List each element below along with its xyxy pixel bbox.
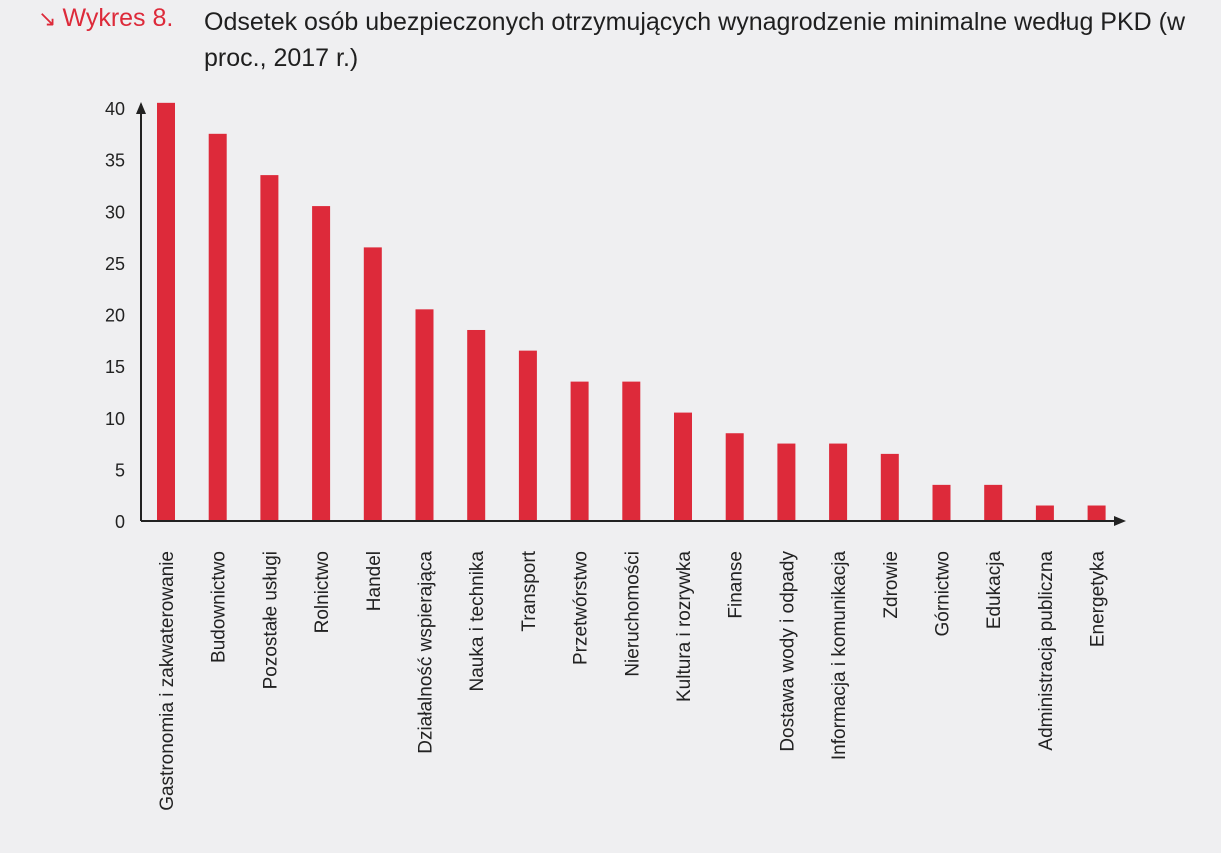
y-tick-label: 15 (105, 357, 125, 377)
bar (260, 175, 279, 522)
x-category-label: Nauka i technika (467, 551, 488, 692)
x-category-label: Handel (364, 551, 385, 611)
x-category-label: Administracja publiczna (1036, 551, 1057, 751)
x-category-label: Transport (519, 550, 540, 631)
bar (932, 484, 951, 521)
y-tick-label: 20 (105, 306, 125, 326)
y-tick-label: 10 (105, 409, 125, 429)
bar (208, 133, 227, 521)
x-category-label: Przetwórstwo (571, 551, 592, 665)
bar (674, 412, 692, 521)
chart-title: Odsetek osób ubezpieczonych otrzymującyc… (204, 8, 1186, 72)
bar (1087, 505, 1106, 521)
y-tick-label: 40 (105, 99, 125, 119)
x-category-label: Informacja i komunikacja (829, 551, 850, 761)
bar (157, 102, 175, 522)
y-tick-label: 0 (115, 512, 125, 532)
bar (312, 206, 331, 521)
bar (1035, 505, 1054, 521)
bar (829, 443, 848, 521)
x-category-label: Gastronomia i zakwaterowanie (157, 551, 178, 811)
bar (518, 350, 537, 521)
y-tick-label: 25 (105, 254, 125, 274)
bars (157, 102, 1106, 522)
bar (622, 381, 641, 521)
x-category-label: Budownictwo (209, 551, 230, 663)
bar (570, 381, 589, 521)
x-category-label: Edukacja (984, 551, 1005, 630)
x-category-label: Rolnictwo (312, 551, 333, 633)
y-axis-ticks: 0 5 10 15 20 25 30 35 40 (105, 99, 125, 532)
x-category-label: Dostawa wody i odpady (777, 551, 798, 752)
x-category-label: Energetyka (1088, 551, 1109, 648)
x-category-label: Działalność wspierająca (416, 551, 437, 754)
bar (777, 443, 796, 521)
bar (415, 309, 434, 521)
x-category-label: Górnictwo (933, 551, 954, 637)
x-category-label: Nieruchomości (622, 551, 643, 677)
x-axis-arrow-icon (1114, 516, 1126, 526)
x-category-label: Kultura i rozrywka (674, 551, 695, 702)
arrow-down-right-icon: ↘ (38, 6, 57, 31)
bar (725, 433, 744, 521)
bar (880, 453, 899, 521)
figure-number: Wykres 8. (62, 4, 174, 32)
x-category-label: Pozostałe usługi (260, 551, 281, 689)
y-tick-label: 30 (105, 202, 125, 222)
x-category-label: Finanse (726, 551, 747, 619)
figure-label: ↘ Wykres 8. (38, 4, 173, 33)
y-tick-label: 35 (105, 151, 125, 171)
bar (984, 484, 1003, 521)
y-tick-label: 5 (115, 460, 125, 480)
bar (467, 329, 486, 521)
x-category-label: Zdrowie (881, 551, 902, 619)
x-axis-categories: Gastronomia i zakwaterowanie Budownictwo P… (157, 550, 1109, 811)
bar (363, 247, 382, 521)
y-axis-arrow-icon (136, 102, 146, 114)
